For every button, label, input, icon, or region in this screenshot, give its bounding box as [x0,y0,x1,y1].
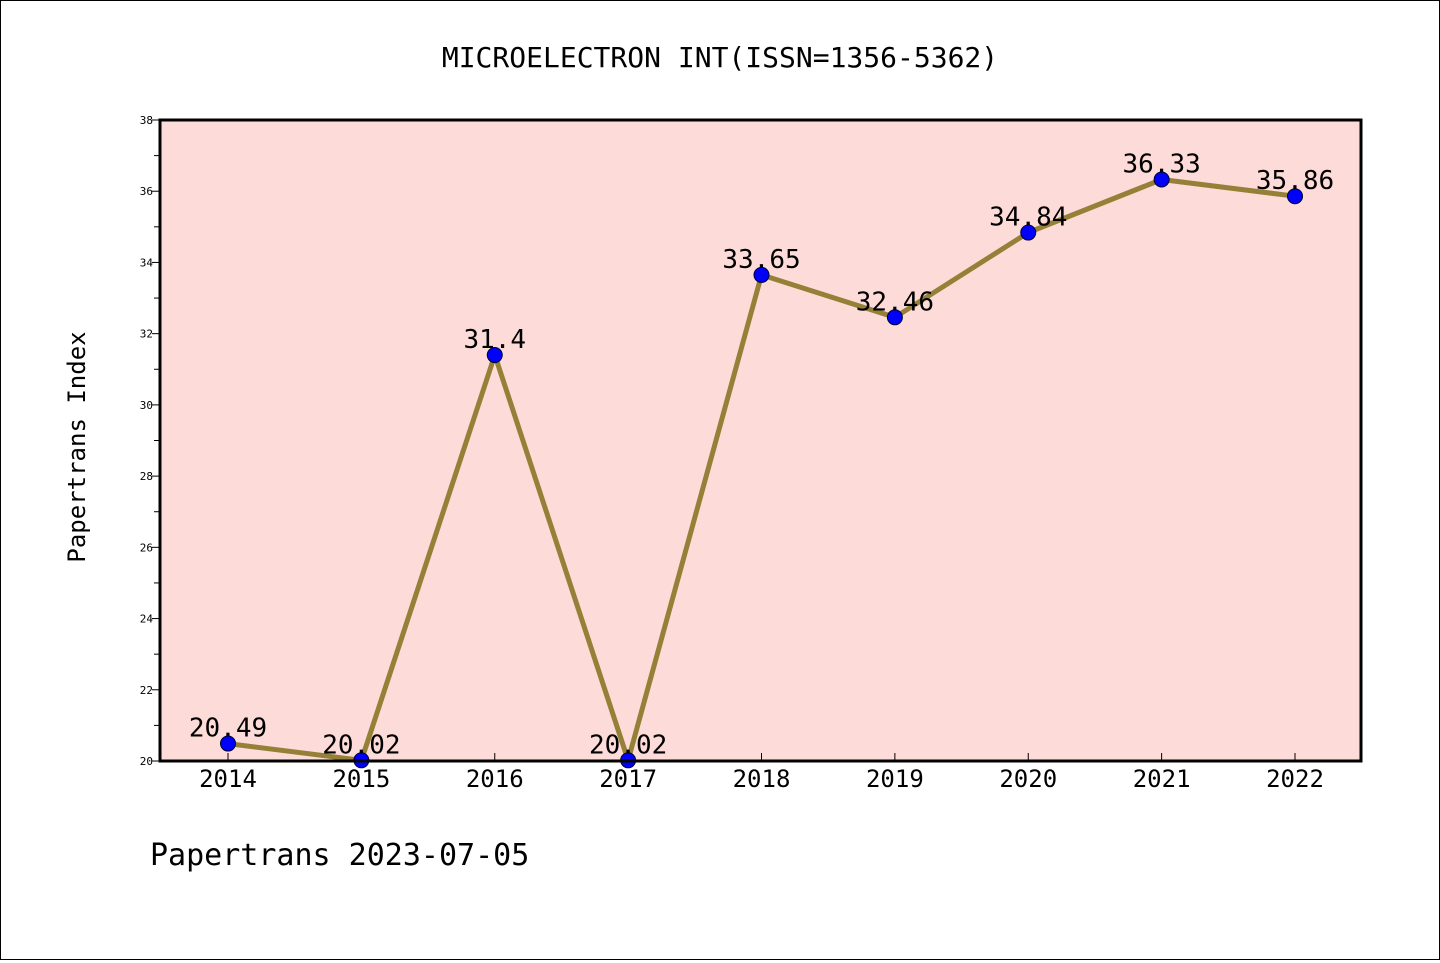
data-label-2019: 32.46 [856,287,934,317]
plot-frame [158,118,1363,763]
x-axis-ticks: 2014 2015 2016 2017 2018 2019 2020 2021 2022 [199,753,1324,793]
data-labels: 20.49 20.02 31.4 20.02 33.65 32.46 34.84 36.33 3… [189,149,1334,760]
y-tick-label-20: 20 [140,755,153,768]
plot-area [160,120,1361,761]
x-tick-label-2018: 2018 [733,765,791,793]
data-point-2022 [1287,188,1303,205]
data-label-2020: 34.84 [989,203,1067,233]
y-tick-label-24: 24 [140,613,154,626]
y-tick-label-34: 34 [140,256,154,269]
y-axis-ticks: 20 22 24 26 28 30 32 34 36 38 [140,114,160,768]
x-tick-label-2020: 2020 [999,765,1057,793]
x-tick-label-2015: 2015 [332,765,390,793]
x-tick-label-2019: 2019 [866,765,924,793]
data-label-2021: 36.33 [1122,149,1200,179]
y-tick-label-30: 30 [140,399,153,412]
y-tick-label-26: 26 [140,541,153,554]
data-point-2020 [1020,224,1037,241]
x-tick-label-2014: 2014 [199,765,257,793]
y-tick-label-28: 28 [140,470,153,483]
data-label-2016: 31.4 [463,325,526,355]
data-label-2015: 20.02 [322,730,400,760]
x-tick-label-2022: 2022 [1266,765,1324,793]
data-label-2014: 20.49 [189,714,267,744]
y-axis-label: Papertrans Index [63,331,91,562]
data-point-2019 [886,309,903,326]
y-tick-label-38: 38 [140,114,153,127]
data-label-2022: 35.86 [1256,166,1334,196]
data-point-2018 [753,266,770,283]
chart-title: MICROELECTRON INT(ISSN=1356-5362) [442,41,998,74]
data-point-2021 [1153,171,1170,188]
x-tick-label-2016: 2016 [466,765,524,793]
x-tick-label-2021: 2021 [1133,765,1191,793]
y-tick-label-36: 36 [140,185,153,198]
y-tick-label-32: 32 [140,328,153,341]
data-label-2018: 33.65 [722,245,800,275]
data-point-markers [220,171,1303,769]
x-tick-label-2017: 2017 [599,765,657,793]
data-label-2017: 20.02 [589,730,667,760]
data-point-2016 [486,347,503,364]
y-tick-label-22: 22 [140,684,153,697]
data-point-2014 [220,735,236,752]
footer-text: Papertrans 2023-07-05 [150,838,529,873]
